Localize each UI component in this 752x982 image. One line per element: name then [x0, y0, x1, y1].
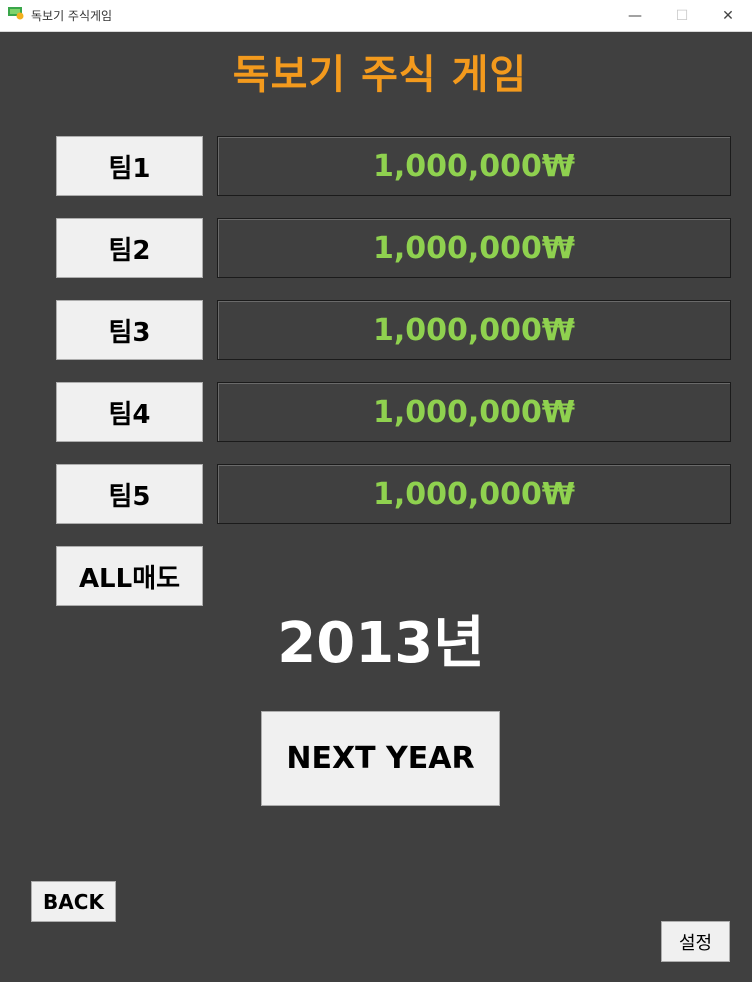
minimize-button[interactable]: — [612, 0, 658, 31]
team-2-money: 1,000,000₩ [217, 218, 731, 278]
team-1-money: 1,000,000₩ [217, 136, 731, 196]
next-year-button[interactable]: NEXT YEAR [261, 711, 500, 806]
close-button[interactable]: ✕ [705, 0, 751, 31]
back-button[interactable]: BACK [31, 881, 116, 922]
team-2-button[interactable]: 팀2 [56, 218, 203, 278]
team-4-button[interactable]: 팀4 [56, 382, 203, 442]
stock-app-icon [8, 7, 24, 20]
team-5-money: 1,000,000₩ [217, 464, 731, 524]
maximize-button[interactable]: ☐ [659, 0, 705, 31]
team-3-button[interactable]: 팀3 [56, 300, 203, 360]
all-sell-button[interactable]: ALL매도 [56, 546, 203, 606]
close-icon: ✕ [722, 7, 734, 24]
current-year: 2013년 [277, 611, 485, 676]
game-title: 독보기 주식 게임 [232, 52, 528, 98]
maximize-icon: ☐ [675, 7, 689, 24]
team-5-button[interactable]: 팀5 [56, 464, 203, 524]
minimize-icon: — [628, 7, 642, 24]
team-1-button[interactable]: 팀1 [56, 136, 203, 196]
team-4-money: 1,000,000₩ [217, 382, 731, 442]
window-titlebar: 독보기 주식게임 — ☐ ✕ [0, 0, 752, 32]
team-3-money: 1,000,000₩ [217, 300, 731, 360]
window-title: 독보기 주식게임 [31, 9, 113, 23]
settings-button[interactable]: 설정 [661, 921, 730, 962]
